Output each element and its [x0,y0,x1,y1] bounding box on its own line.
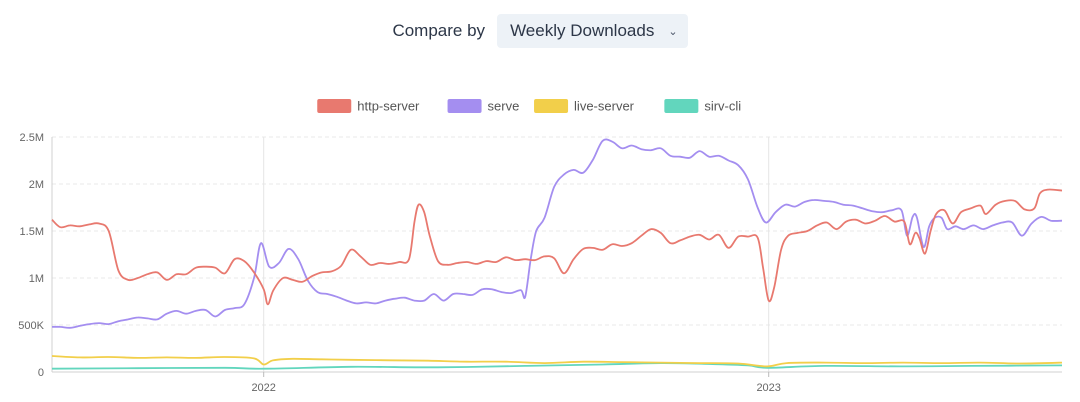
legend-label-live-server: live-server [574,99,635,114]
series-line-http-server [51,188,1063,306]
legend-swatch-live-server [534,99,569,113]
compare-select-value: Weekly Downloads [510,21,655,40]
legend-label-http-server: http-server [357,99,420,114]
y-tick-label: 500K [18,320,44,332]
legend-label-serve: serve [488,99,520,114]
x-tick-label: 2022 [251,382,275,394]
y-tick-label: 2M [29,179,44,191]
y-tick-label: 0 [38,367,44,379]
y-tick-label: 2.5M [20,132,44,144]
y-tick-label: 1M [29,273,44,285]
legend-swatch-serve [447,99,482,113]
chevron-down-icon: ⌄ [668,25,678,38]
series-line-sirv-cli [51,362,1063,370]
y-tick-label: 1.5M [20,226,44,238]
legend-swatch-http-server [317,99,352,113]
compare-select[interactable]: Weekly Downloads ⌄ [497,14,688,48]
legend-label-sirv-cli: sirv-cli [704,99,741,114]
compare-label: Compare by [392,21,486,40]
legend-swatch-sirv-cli [664,99,699,113]
series-line-serve [51,138,1063,329]
compare-bar: Compare by Weekly Downloads ⌄ [0,14,1080,48]
series-line-live-server [51,355,1063,368]
x-tick-label: 2023 [756,382,780,394]
